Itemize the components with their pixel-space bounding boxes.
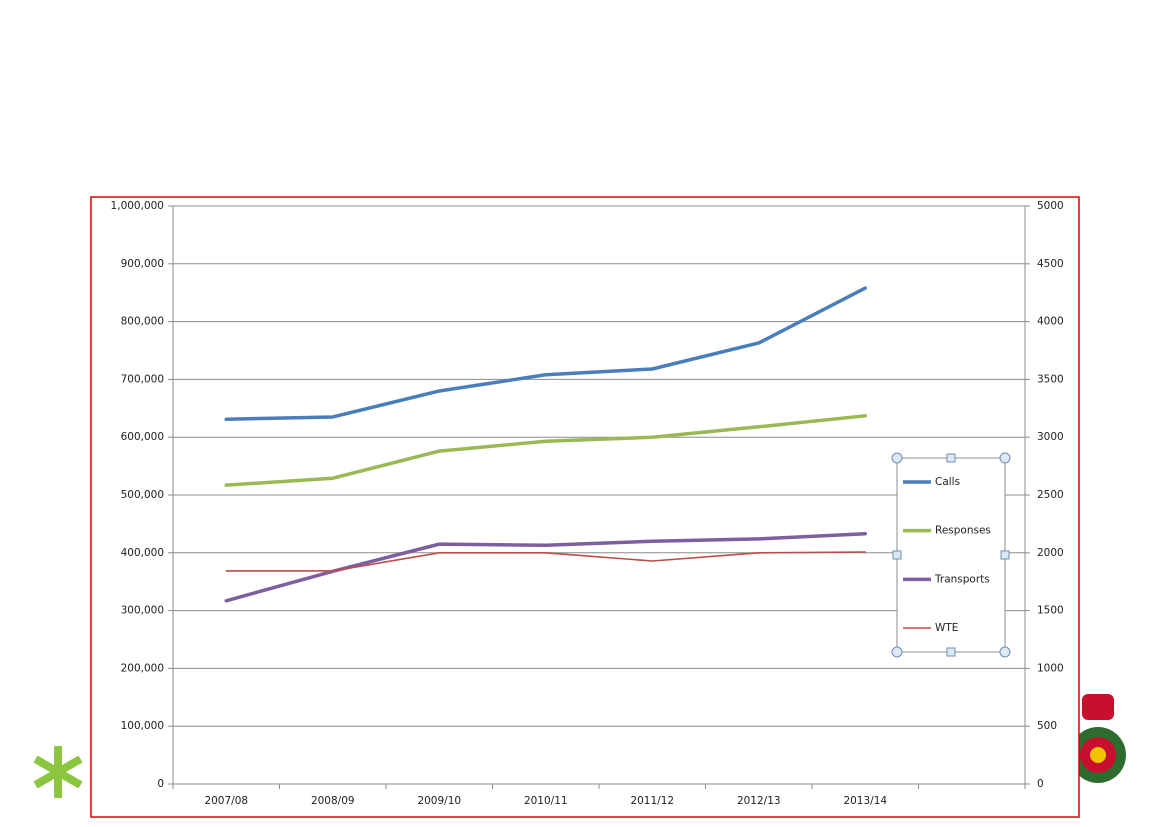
legend-label: Responses	[935, 525, 991, 537]
y2-tick-label: 2000	[1037, 547, 1064, 559]
y2-tick-label: 1500	[1037, 605, 1064, 617]
selection-handle	[999, 452, 1011, 464]
y2-tick-label: 2500	[1037, 489, 1064, 501]
y-tick-label: 700,000	[121, 373, 164, 385]
selection-handle	[946, 453, 956, 463]
y2-tick-label: 1000	[1037, 662, 1064, 674]
y2-tick-label: 4500	[1037, 258, 1064, 270]
y2-tick-label: 5000	[1037, 200, 1064, 212]
x-tick-label: 2010/11	[524, 795, 568, 807]
logo-left	[33, 746, 83, 798]
y-tick-label: 0	[157, 778, 164, 790]
selection-handle	[891, 646, 903, 658]
x-tick-label: 2007/08	[204, 795, 248, 807]
x-tick-label: 2011/12	[630, 795, 674, 807]
y2-tick-label: 0	[1037, 778, 1044, 790]
x-tick-label: 2009/10	[417, 795, 461, 807]
legend-box	[896, 457, 1006, 653]
logo-right	[1070, 694, 1126, 783]
x-tick-label: 2012/13	[737, 795, 781, 807]
y2-tick-label: 500	[1037, 720, 1057, 732]
selection-handle	[1000, 550, 1010, 560]
selection-handle	[891, 452, 903, 464]
selection-handle	[999, 646, 1011, 658]
selection-handle	[946, 647, 956, 657]
y-tick-label: 300,000	[121, 605, 164, 617]
legend-label: Transports	[934, 573, 990, 585]
series-line	[225, 551, 867, 572]
y2-tick-label: 3500	[1037, 373, 1064, 385]
y-tick-label: 500,000	[121, 489, 164, 501]
x-tick-label: 2013/14	[843, 795, 887, 807]
series-line	[224, 286, 867, 422]
legend-label: WTE	[935, 622, 958, 634]
y-tick-label: 400,000	[121, 547, 164, 559]
y2-tick-label: 4000	[1037, 316, 1064, 328]
y-tick-label: 600,000	[121, 431, 164, 443]
y-tick-label: 900,000	[121, 258, 164, 270]
y-tick-label: 800,000	[121, 316, 164, 328]
y-tick-label: 100,000	[121, 720, 164, 732]
selection-handle	[892, 550, 902, 560]
y-tick-label: 1,000,000	[111, 200, 164, 212]
x-tick-label: 2008/09	[311, 795, 355, 807]
legend-label: Calls	[935, 476, 960, 488]
y2-tick-label: 3000	[1037, 431, 1064, 443]
y-tick-label: 200,000	[121, 662, 164, 674]
series-line	[224, 414, 867, 487]
